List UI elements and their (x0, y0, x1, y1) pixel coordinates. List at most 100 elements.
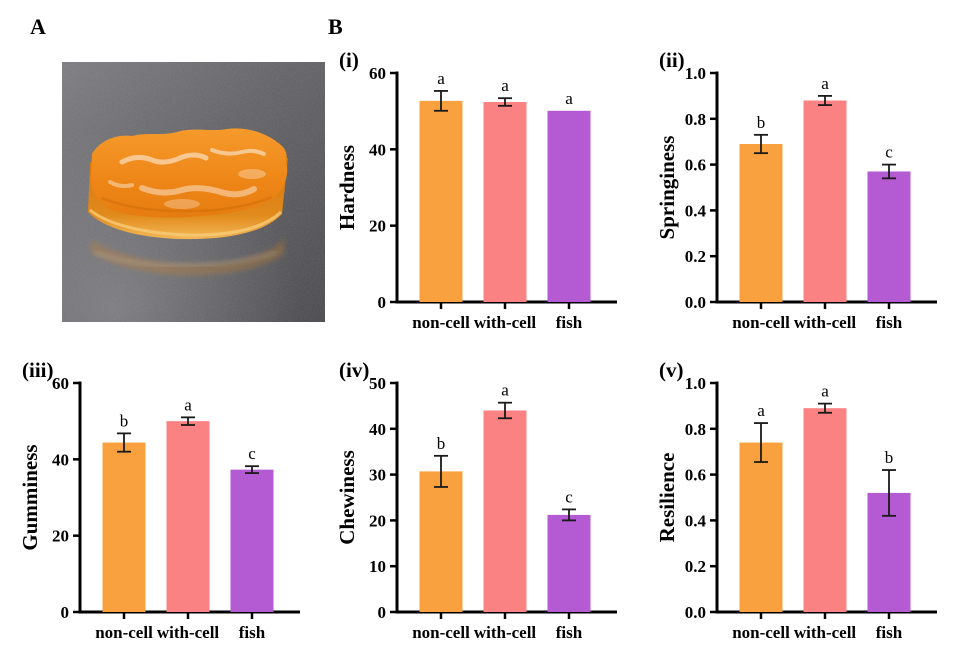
sig-letter: c (565, 487, 573, 506)
y-tick-label: 0.8 (685, 420, 706, 439)
chart-panel-label: (v) (659, 358, 684, 382)
sample-photo-svg (62, 62, 325, 322)
chart-panel-label: (i) (339, 48, 359, 72)
chart-resilience: (v) Resilience 0.0 0.2 0.4 0.6 0.8 1.0 a non-cell… (653, 350, 968, 655)
bar-fish (867, 171, 911, 302)
y-tick-label: 20 (369, 511, 386, 530)
sig-letter: a (821, 74, 829, 93)
y-tick-label: 0.6 (685, 466, 706, 485)
sig-letter: a (757, 401, 765, 420)
y-tick-label: 40 (52, 450, 69, 469)
bar-with-cell (483, 410, 527, 612)
x-category-label: non-cell (732, 313, 790, 332)
bar-non-cell (739, 143, 783, 302)
y-tick-label: 50 (369, 374, 386, 393)
bar-with-cell (803, 408, 847, 612)
x-category-label: fish (876, 623, 903, 642)
y-tick-label: 0.4 (685, 511, 707, 530)
y-tick-label: 40 (369, 140, 386, 159)
sample-photo (62, 62, 325, 322)
x-category-label: non-cell (95, 623, 153, 642)
y-tick-label: 0.0 (685, 603, 706, 622)
y-tick-label: 0.8 (685, 110, 706, 129)
x-category-label: with-cell (474, 623, 537, 642)
chart-panel-label: (iv) (339, 358, 369, 382)
y-axis-title: Resilience (655, 453, 679, 543)
slab-bottom-rim (89, 208, 283, 237)
x-category-label: fish (239, 623, 266, 642)
y-axis-title: Chewiness (335, 450, 359, 545)
y-tick-label: 40 (369, 420, 386, 439)
x-category-label: fish (556, 313, 583, 332)
y-tick-label: 0.6 (685, 156, 706, 175)
y-tick-label: 60 (369, 64, 386, 83)
bar-fish (547, 110, 591, 302)
sig-letter: b (120, 411, 129, 430)
chart-gumminess: (iii) Gumminess 0 20 40 60 b non-cell a with-cell… (16, 350, 331, 655)
y-tick-label: 0 (61, 603, 70, 622)
x-category-label: fish (876, 313, 903, 332)
y-tick-label: 20 (369, 217, 386, 236)
sig-letter: a (501, 76, 509, 95)
y-tick-label: 0.0 (685, 293, 706, 312)
x-category-label: with-cell (474, 313, 537, 332)
y-tick-label: 0 (378, 603, 387, 622)
bar-with-cell (803, 100, 847, 302)
y-tick-label: 60 (52, 374, 69, 393)
y-tick-label: 0 (378, 293, 387, 312)
y-tick-label: 10 (369, 557, 386, 576)
panel-a-label: A (30, 14, 46, 39)
bar-non-cell (419, 471, 463, 612)
y-tick-label: 0.4 (685, 201, 707, 220)
bar-chart-svg: (iii) Gumminess 0 20 40 60 b non-cell a with-cell… (18, 358, 300, 642)
slab-highlight (119, 152, 209, 165)
bar-chart-svg: (v) Resilience 0.0 0.2 0.4 0.6 0.8 1.0 a non-cell… (655, 358, 937, 642)
sig-letter: c (248, 444, 256, 463)
chart-panel-label: (ii) (659, 48, 685, 72)
slab-highlight (108, 180, 134, 188)
sig-letter: a (565, 89, 573, 108)
y-axis-title: Hardness (335, 145, 359, 230)
sig-letter: c (885, 143, 893, 162)
sig-letter: a (821, 382, 829, 401)
slab-highlight (210, 148, 266, 156)
y-tick-label: 0.2 (685, 247, 706, 266)
chart-panel-label: (iii) (22, 358, 54, 382)
bar-non-cell (739, 442, 783, 612)
sig-letter: a (437, 69, 445, 88)
sig-letter: b (437, 434, 446, 453)
x-category-label: non-cell (412, 313, 470, 332)
slab-highlight (238, 169, 266, 179)
x-category-label: non-cell (412, 623, 470, 642)
photo-reflection (90, 238, 284, 276)
x-category-label: with-cell (794, 623, 857, 642)
x-category-label: with-cell (794, 313, 857, 332)
bar-chart-svg: (ii) Springiness 0.0 0.2 0.4 0.6 0.8 1.0 b non-ce… (655, 48, 937, 332)
panel-b-label: B (328, 14, 343, 39)
y-tick-label: 1.0 (685, 374, 706, 393)
bar-fish (230, 469, 274, 612)
photo-reflection-line (93, 251, 278, 267)
sig-letter: a (184, 395, 192, 414)
y-tick-label: 30 (369, 466, 386, 485)
slab-highlight (139, 185, 257, 198)
bar-non-cell (102, 442, 146, 612)
chart-hardness: (i) Hardness 0 20 40 60 a non-cell a with-cell a fi… (333, 40, 648, 345)
x-category-label: non-cell (732, 623, 790, 642)
y-tick-label: 0.2 (685, 557, 706, 576)
sig-letter: b (757, 113, 766, 132)
slab-layer-line (101, 195, 273, 213)
sig-letter: a (501, 381, 509, 400)
x-category-label: fish (556, 623, 583, 642)
sig-letter: b (885, 448, 894, 467)
chart-chewiness: (iv) Chewiness 0 10 20 30 40 50 b non-cell a with-c… (333, 350, 648, 655)
bar-with-cell (166, 421, 210, 612)
y-tick-label: 20 (52, 527, 69, 546)
bar-chart-svg: (i) Hardness 0 20 40 60 a non-cell a with-cell a fi… (335, 48, 617, 332)
slab-highlight (164, 199, 200, 209)
bar-non-cell (419, 100, 463, 302)
bar-fish (547, 514, 591, 612)
chart-springiness: (ii) Springiness 0.0 0.2 0.4 0.6 0.8 1.0 b non-ce… (653, 40, 968, 345)
bar-chart-svg: (iv) Chewiness 0 10 20 30 40 50 b non-cell a with-c… (335, 358, 617, 642)
